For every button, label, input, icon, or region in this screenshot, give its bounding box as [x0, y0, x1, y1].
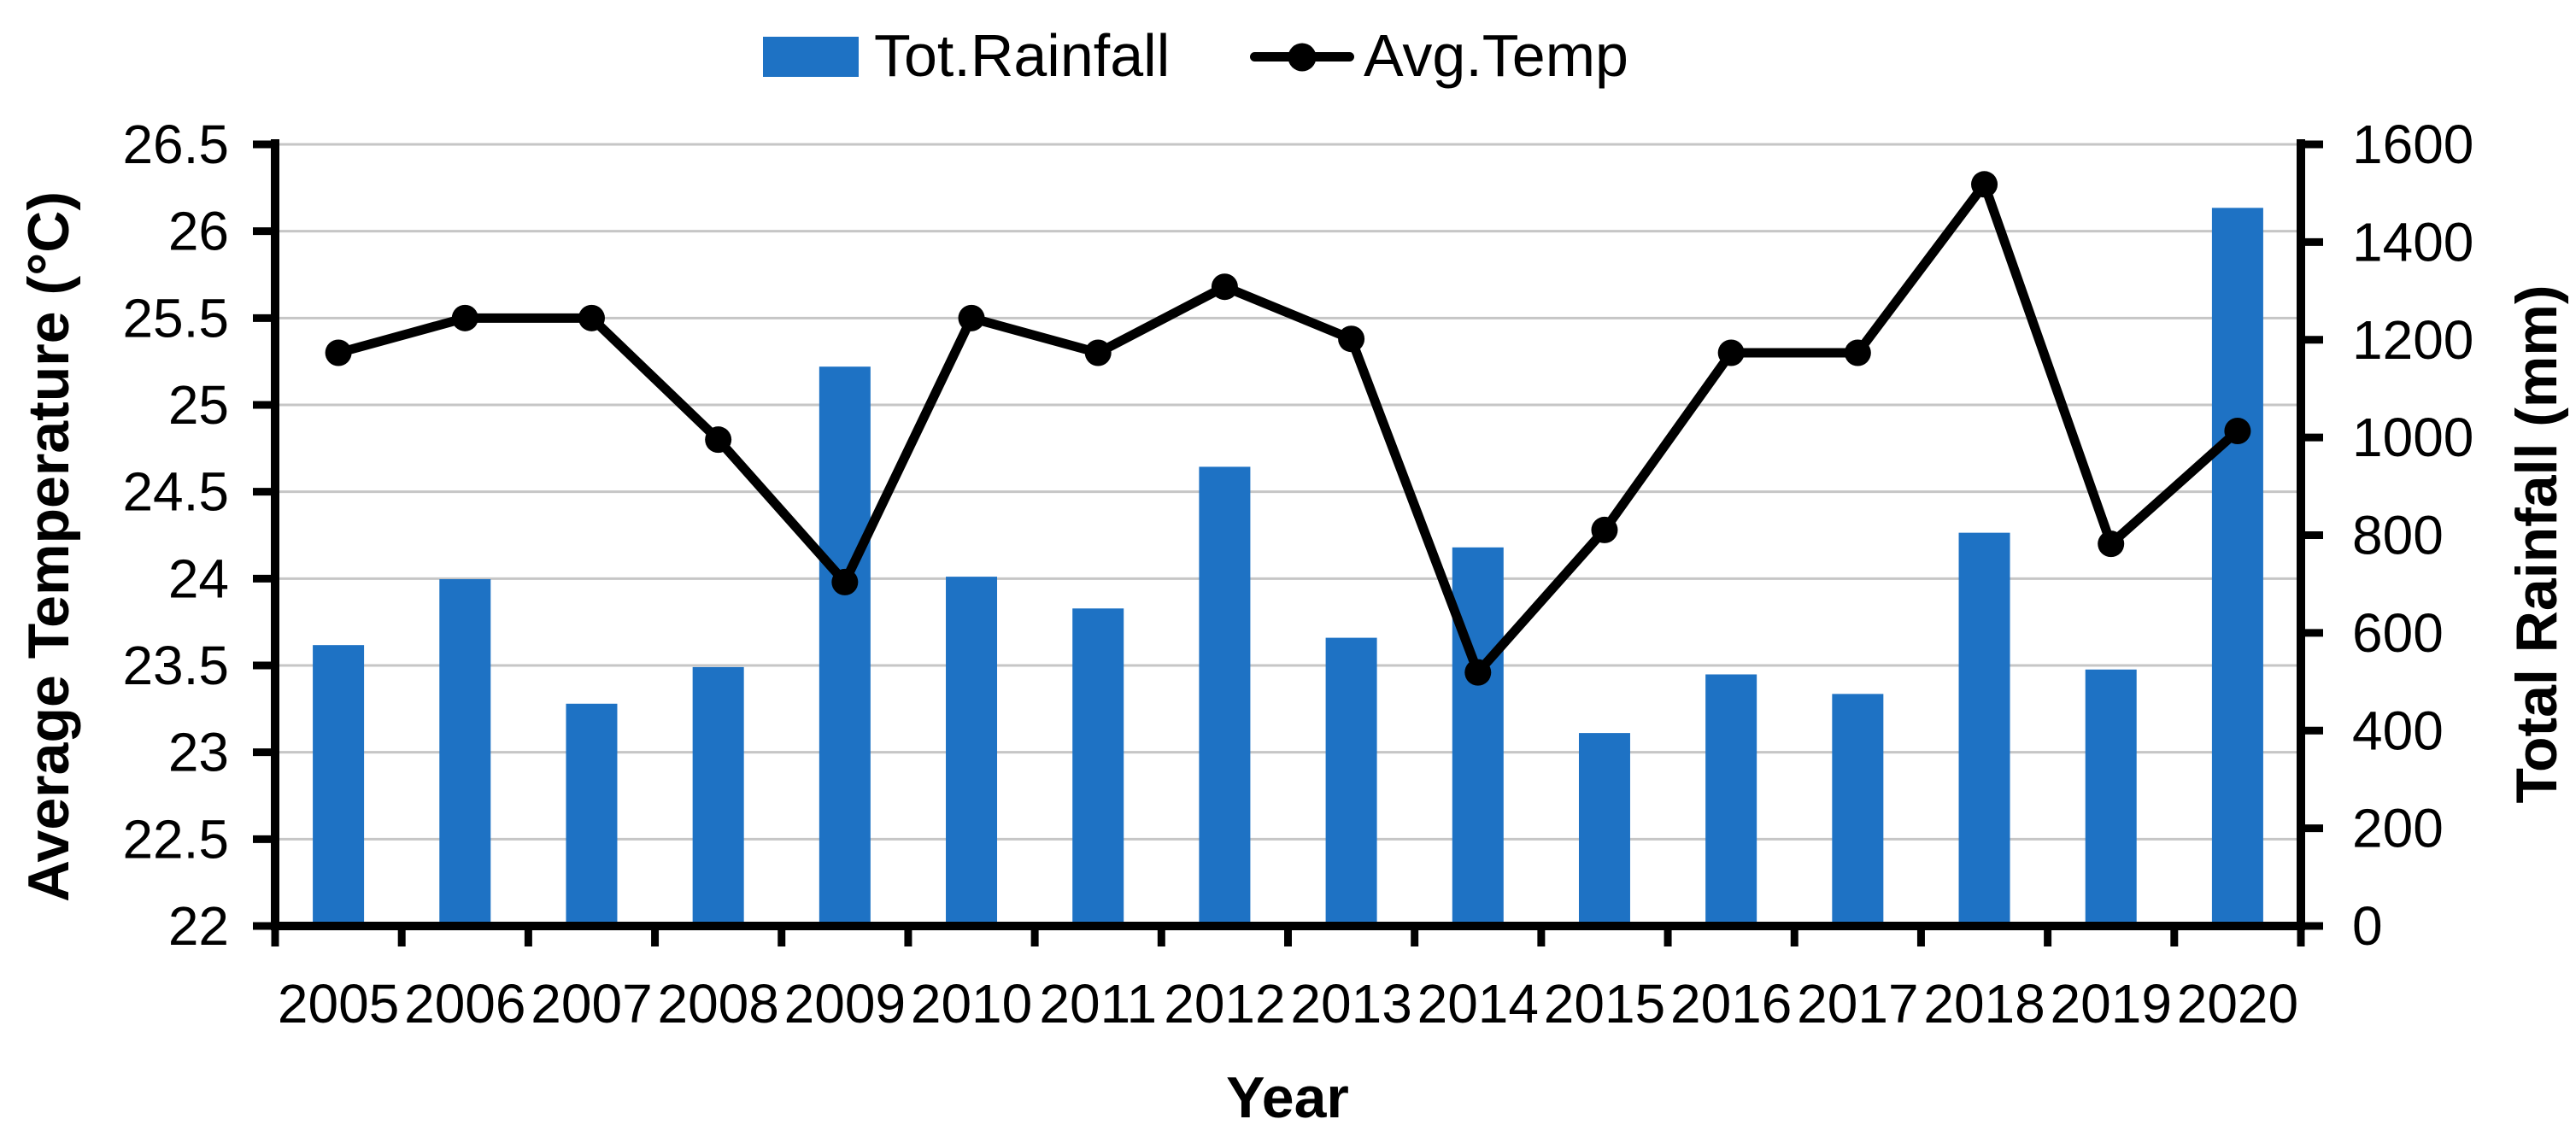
bar-2018 — [1958, 532, 2010, 926]
temp-legend-label: Avg.Temp — [1364, 22, 1628, 89]
x-axis-tick-label: 2019 — [2051, 973, 2172, 1034]
left-axis-tick-label: 22.5 — [122, 808, 229, 870]
rainfall-legend-swatch — [763, 37, 859, 77]
temp-point-2014 — [1464, 659, 1492, 686]
bar-2017 — [1832, 694, 1884, 926]
temp-point-2007 — [578, 304, 605, 331]
left-axis-tick-label: 22 — [168, 895, 229, 957]
x-axis-tick-label: 2007 — [531, 973, 652, 1034]
temp-point-2012 — [1211, 273, 1238, 301]
temp-point-2013 — [1338, 325, 1365, 353]
right-axis-tick-label: 1200 — [2352, 309, 2473, 371]
x-axis-tick-label: 2012 — [1164, 973, 1285, 1034]
right-axis-tick-label: 0 — [2352, 895, 2383, 957]
temp-legend-line-symbol — [1250, 43, 1354, 71]
bar-2012 — [1199, 466, 1251, 926]
right-axis-tick-label: 1600 — [2352, 114, 2473, 175]
bar-2016 — [1705, 674, 1757, 926]
bar-2010 — [946, 577, 998, 926]
bar-2019 — [2085, 669, 2137, 926]
bar-2009 — [819, 366, 871, 926]
bar-2005 — [313, 645, 365, 926]
temp-point-2006 — [451, 304, 478, 331]
rainfall-legend-label: Tot.Rainfall — [874, 22, 1171, 89]
temp-point-2009 — [831, 568, 859, 595]
right-axis-tick-label: 400 — [2352, 700, 2444, 761]
temp-point-2017 — [1844, 339, 1871, 366]
bar-2020 — [2211, 208, 2263, 926]
x-axis-tick-label: 2008 — [657, 973, 778, 1034]
x-axis-tick-label: 2014 — [1417, 973, 1539, 1034]
right-axis-tick-label: 200 — [2352, 798, 2444, 859]
temp-point-2018 — [1971, 171, 1998, 198]
temp-point-2010 — [958, 304, 985, 331]
bar-2011 — [1072, 608, 1124, 926]
temp-legend-marker-icon — [1288, 43, 1317, 71]
temp-point-2019 — [2098, 530, 2125, 558]
temp-point-2015 — [1591, 516, 1618, 543]
left-axis-tick-label: 24.5 — [122, 461, 229, 523]
x-axis-tick-label: 2020 — [2177, 973, 2298, 1034]
x-axis-tick-label: 2005 — [278, 973, 399, 1034]
left-axis-tick-label: 24 — [168, 548, 229, 609]
left-axis-title: Average Temperature (°C) — [16, 190, 81, 903]
left-axis-tick-label: 23 — [168, 722, 229, 783]
x-axis-tick-label: 2013 — [1290, 973, 1411, 1034]
right-axis-tick-label: 600 — [2352, 602, 2444, 664]
x-axis-tick-label: 2015 — [1544, 973, 1665, 1034]
right-axis-tick-label: 800 — [2352, 505, 2444, 566]
temp-point-2016 — [1717, 339, 1745, 366]
right-axis-title: Total Rainfall (mm) — [2504, 284, 2569, 804]
right-axis-tick-label: 1000 — [2352, 407, 2473, 468]
temp-point-2005 — [325, 339, 352, 366]
x-axis-title: Year — [1226, 1065, 1349, 1130]
left-axis-tick-label: 26 — [168, 201, 229, 262]
left-axis-tick-label: 25.5 — [122, 287, 229, 349]
left-axis-tick-label: 26.5 — [122, 114, 229, 175]
x-axis-tick-label: 2010 — [911, 973, 1032, 1034]
right-axis-tick-label: 1400 — [2352, 211, 2473, 272]
temp-point-2020 — [2224, 418, 2251, 444]
temp-point-2008 — [705, 426, 732, 454]
x-axis-tick-label: 2016 — [1670, 973, 1792, 1034]
bar-2014 — [1452, 547, 1504, 926]
bar-2008 — [692, 666, 744, 926]
x-axis-tick-label: 2011 — [1039, 973, 1157, 1034]
bar-2015 — [1578, 733, 1630, 926]
left-axis-tick-label: 25 — [168, 374, 229, 436]
x-axis-tick-label: 2017 — [1797, 973, 1918, 1034]
temp-point-2011 — [1084, 339, 1112, 366]
bar-2007 — [566, 703, 618, 926]
x-axis-tick-label: 2006 — [404, 973, 525, 1034]
bar-2006 — [439, 578, 491, 926]
bar-2013 — [1325, 637, 1377, 926]
left-axis-tick-label: 23.5 — [122, 635, 229, 696]
temp-line — [333, 179, 2243, 677]
x-axis-tick-label: 2018 — [1923, 973, 2045, 1034]
x-axis-tick-label: 2009 — [784, 973, 906, 1034]
